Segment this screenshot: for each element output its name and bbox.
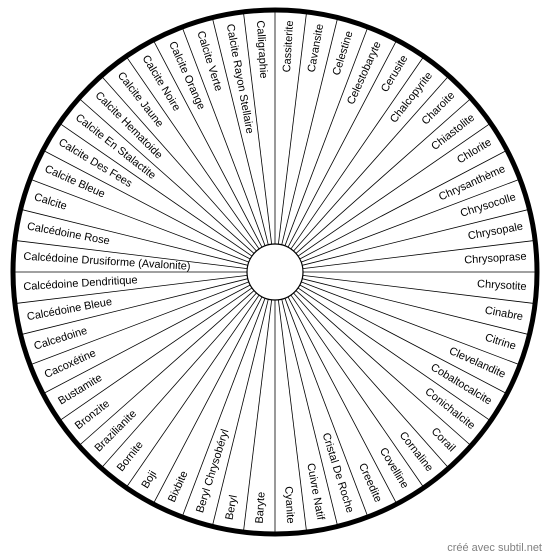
- pendulum-wheel: CassiteriteCavansiteCelestineCelestobary…: [0, 0, 550, 558]
- wheel-segment-label: Baryte: [254, 491, 268, 523]
- wheel-segment-label: Cyanite: [282, 486, 296, 524]
- credit-text: créé avec subtil.net: [447, 542, 542, 554]
